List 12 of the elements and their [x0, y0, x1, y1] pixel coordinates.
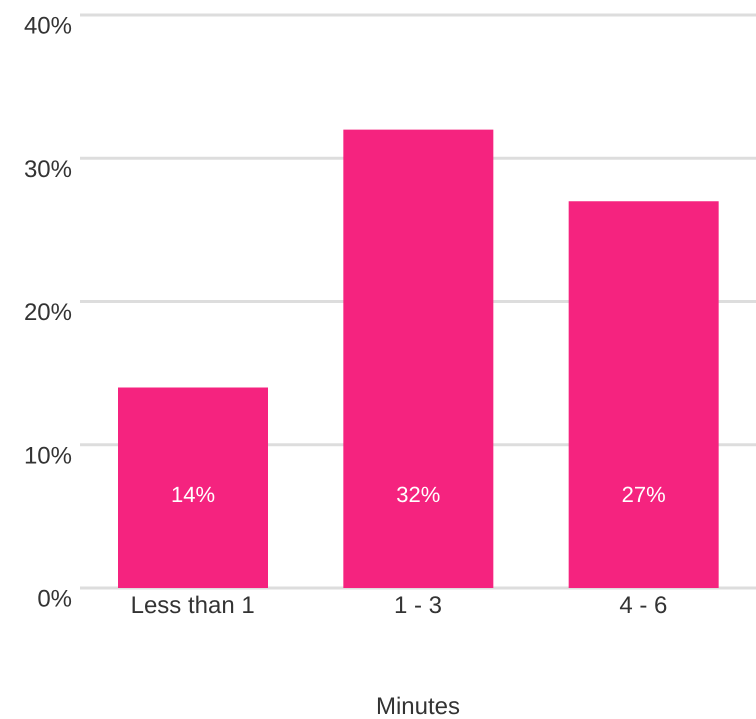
x-tick-label: 4 - 6 [619, 592, 668, 620]
y-tick-label: 10% [24, 442, 72, 470]
data-label: 32% [396, 482, 440, 507]
y-tick-label: 20% [24, 299, 72, 326]
x-tick-label: Less than 1 [130, 592, 255, 620]
y-tick-label: 40% [24, 12, 72, 40]
x-tick-label: 1 - 3 [394, 592, 442, 620]
y-tick-label: 0% [37, 586, 72, 613]
data-label: 27% [622, 482, 666, 507]
data-label: 14% [170, 482, 216, 507]
x-axis-title: Minutes [376, 693, 460, 719]
y-tick-label: 30% [24, 156, 72, 183]
